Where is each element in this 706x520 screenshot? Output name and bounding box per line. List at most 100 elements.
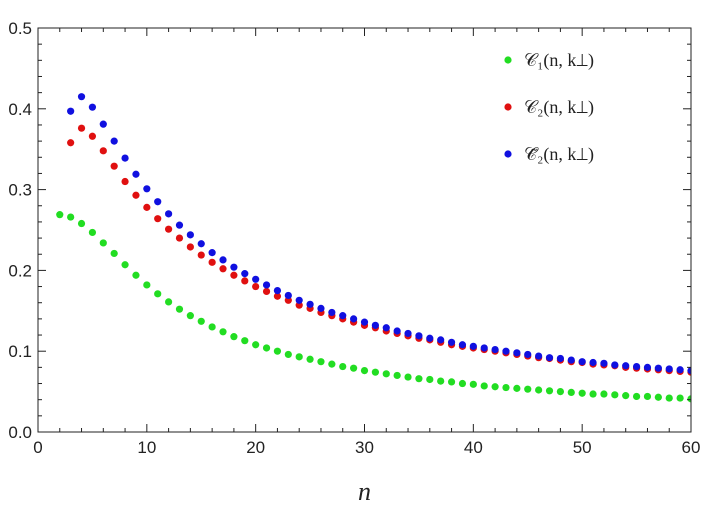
- data-point-series-1: [426, 375, 434, 384]
- data-point-series-3: [328, 308, 336, 317]
- data-point-series-1: [306, 355, 314, 363]
- data-point-series-2: [273, 292, 282, 300]
- data-point-series-3: [306, 300, 314, 308]
- x-axis-label: n: [358, 477, 371, 506]
- data-point-series-1: [143, 281, 151, 289]
- data-point-series-1: [371, 368, 379, 376]
- data-point-series-2: [241, 277, 249, 285]
- data-point-series-3: [143, 185, 151, 193]
- data-point-series-1: [121, 261, 129, 269]
- data-point-series-2: [219, 265, 227, 273]
- data-point-series-1: [154, 290, 162, 298]
- data-point-series-3: [654, 364, 662, 372]
- data-point-series-3: [295, 296, 303, 304]
- legend-marker: [504, 150, 512, 158]
- y-tick-label: 0.4: [8, 100, 32, 119]
- data-point-series-2: [121, 177, 129, 186]
- data-point-series-1: [480, 382, 488, 390]
- data-point-series-3: [110, 137, 118, 145]
- data-point-series-2: [132, 191, 140, 199]
- data-point-series-3: [622, 362, 630, 370]
- data-point-series-1: [545, 387, 554, 395]
- data-point-series-1: [404, 373, 412, 381]
- data-point-series-2: [77, 124, 86, 132]
- data-point-series-1: [284, 350, 292, 359]
- data-point-series-1: [524, 385, 532, 393]
- data-point-series-3: [589, 358, 597, 367]
- data-point-series-1: [502, 383, 510, 392]
- data-point-series-3: [284, 291, 292, 300]
- y-tick-label: 0.0: [8, 423, 32, 442]
- data-point-series-2: [252, 282, 260, 291]
- data-point-series-3: [469, 342, 477, 350]
- data-point-series-1: [654, 393, 662, 401]
- data-point-series-2: [197, 251, 205, 259]
- data-point-series-3: [273, 287, 282, 295]
- data-point-series-3: [219, 256, 227, 264]
- data-point-series-1: [360, 366, 369, 375]
- data-point-series-3: [676, 366, 684, 374]
- data-point-series-1: [350, 364, 358, 372]
- data-point-series-3: [175, 221, 184, 229]
- data-point-series-3: [458, 341, 467, 349]
- data-point-series-3: [393, 327, 401, 335]
- data-point-series-3: [665, 365, 673, 373]
- legend-label: 𝒞̃₂(n, k⊥): [524, 144, 594, 165]
- data-point-series-1: [687, 395, 691, 403]
- y-tick-label: 0.2: [8, 261, 32, 280]
- data-point-series-1: [219, 328, 227, 336]
- data-point-series-1: [197, 317, 205, 325]
- data-point-series-1: [589, 390, 597, 398]
- data-point-series-3: [252, 275, 260, 283]
- data-point-series-3: [513, 349, 521, 357]
- data-point-series-3: [339, 312, 347, 320]
- data-point-series-1: [317, 358, 325, 366]
- data-point-series-3: [632, 362, 641, 371]
- data-point-series-3: [491, 345, 499, 354]
- data-point-series-2: [262, 287, 271, 296]
- data-point-series-1: [665, 394, 673, 402]
- data-point-series-1: [262, 344, 271, 352]
- data-point-series-3: [132, 170, 140, 178]
- data-point-series-1: [393, 371, 401, 380]
- data-point-series-3: [121, 154, 129, 162]
- y-tick-label: 0.3: [8, 181, 32, 200]
- legend-label: 𝒞₁(n, k⊥): [524, 50, 594, 71]
- data-points-layer: [56, 93, 691, 403]
- data-point-series-1: [458, 379, 467, 388]
- data-point-series-1: [611, 391, 619, 399]
- data-point-series-3: [99, 120, 107, 128]
- data-point-series-1: [165, 298, 173, 306]
- data-point-series-2: [186, 243, 194, 251]
- data-point-series-3: [404, 329, 412, 338]
- data-point-series-1: [56, 211, 64, 219]
- data-point-series-1: [632, 392, 641, 401]
- data-point-series-1: [132, 271, 140, 279]
- legend-marker: [504, 56, 512, 64]
- data-point-series-2: [88, 132, 97, 140]
- data-point-series-1: [643, 392, 652, 401]
- data-point-series-3: [360, 318, 369, 326]
- data-point-series-3: [382, 324, 390, 332]
- data-point-series-1: [567, 388, 575, 397]
- data-point-series-3: [77, 93, 86, 101]
- data-point-series-3: [480, 344, 488, 352]
- x-tick-label: 10: [137, 438, 156, 457]
- x-tick-label: 30: [355, 438, 374, 457]
- data-point-series-3: [687, 366, 691, 375]
- data-point-series-1: [437, 377, 445, 385]
- data-point-series-2: [67, 139, 75, 147]
- x-tick-label: 40: [464, 438, 483, 457]
- data-point-series-1: [110, 249, 118, 258]
- data-point-series-3: [611, 361, 619, 369]
- data-point-series-3: [524, 350, 532, 359]
- data-point-series-3: [502, 347, 510, 355]
- data-point-series-1: [339, 362, 347, 371]
- data-point-series-1: [600, 390, 608, 398]
- data-point-series-3: [578, 358, 586, 366]
- data-point-series-2: [99, 147, 107, 155]
- data-point-series-2: [230, 271, 238, 279]
- legend-label: 𝒞₂(n, k⊥): [524, 97, 594, 118]
- data-point-series-1: [415, 375, 423, 383]
